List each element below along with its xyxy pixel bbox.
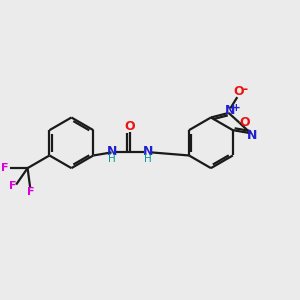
- Text: O: O: [124, 120, 135, 133]
- Text: N: N: [247, 129, 257, 142]
- Text: F: F: [1, 163, 9, 172]
- Text: +: +: [232, 103, 241, 113]
- Text: -: -: [242, 82, 247, 96]
- Text: O: O: [233, 85, 244, 98]
- Text: O: O: [239, 116, 250, 129]
- Text: N: N: [143, 145, 153, 158]
- Text: N: N: [107, 145, 117, 158]
- Text: H: H: [108, 154, 116, 164]
- Text: F: F: [9, 181, 16, 191]
- Text: N: N: [225, 104, 236, 117]
- Text: F: F: [27, 187, 34, 197]
- Text: H: H: [144, 154, 152, 164]
